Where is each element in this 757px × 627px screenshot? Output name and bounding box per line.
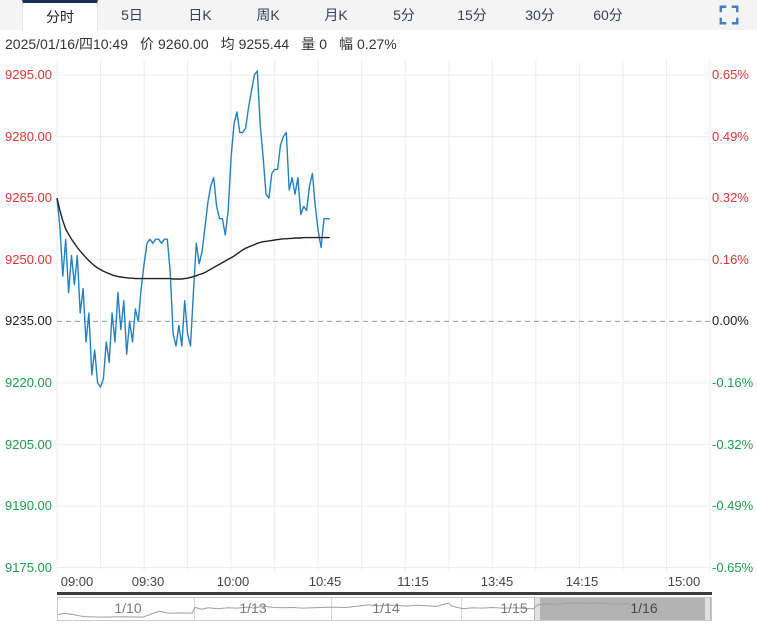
tab-15min[interactable]: 15分 — [457, 7, 487, 23]
y-pct-tick: -0.16% — [712, 375, 754, 390]
x-time-tick: 10:45 — [308, 574, 342, 589]
tab-60min[interactable]: 60分 — [593, 7, 623, 23]
y-price-tick: 9250.00 — [5, 252, 52, 267]
x-time-tick: 09:30 — [131, 574, 165, 589]
x-time-tick: 14:15 — [565, 574, 599, 589]
navigator-day[interactable]: 1/13 — [239, 600, 267, 616]
navigator-top-bar — [57, 592, 712, 595]
x-time-tick: 09:00 — [60, 574, 94, 589]
navigator-right-handle[interactable] — [704, 598, 711, 620]
navigator-divider — [331, 598, 332, 620]
quote-price: 价 9260.00 — [140, 36, 209, 52]
tab-5min[interactable]: 5分 — [393, 7, 415, 23]
y-pct-tick: -0.49% — [712, 498, 754, 513]
y-pct-tick: 0.65% — [712, 67, 749, 82]
navigator-day[interactable]: 1/15 — [500, 600, 528, 616]
y-price-tick: 9175.00 — [5, 560, 52, 575]
y-pct-tick: 0.16% — [712, 252, 749, 267]
y-pct-tick: 0.32% — [712, 190, 749, 205]
x-time-tick: 10:00 — [216, 574, 250, 589]
navigator-day[interactable]: 1/10 — [114, 600, 142, 616]
tab-30min[interactable]: 30分 — [525, 7, 555, 23]
y-price-tick: 9265.00 — [5, 190, 52, 205]
y-pct-tick: 0.49% — [712, 129, 749, 144]
navigator-divider — [461, 598, 462, 620]
tab-daily[interactable]: 日K — [188, 7, 212, 23]
y-price-tick-baseline: 9235.00 — [5, 313, 52, 328]
tab-weekly[interactable]: 周K — [256, 7, 280, 23]
navigator-day-selected[interactable]: 1/16 — [630, 600, 658, 616]
navigator-selected-range[interactable] — [541, 598, 706, 620]
x-time-tick: 15:00 — [667, 574, 701, 589]
y-price-tick: 9190.00 — [5, 498, 52, 513]
y-price-tick: 9205.00 — [5, 437, 52, 452]
x-time-tick: 11:15 — [397, 574, 429, 589]
y-pct-tick: -0.65% — [712, 560, 754, 575]
navigator-sparkline — [58, 602, 630, 618]
y-price-tick: 9280.00 — [5, 129, 52, 144]
date-range-navigator[interactable]: 1/10 1/13 1/14 1/15 1/16 — [57, 597, 712, 621]
y-pct-tick: -0.32% — [712, 437, 754, 452]
navigator-left-handle[interactable] — [534, 598, 541, 620]
tab-monthly[interactable]: 月K — [324, 7, 348, 23]
tab-intraday[interactable]: 分时 — [22, 0, 98, 30]
quote-change: 幅 0.27% — [339, 36, 397, 52]
x-time-tick: 13:45 — [480, 574, 514, 589]
y-price-tick: 9220.00 — [5, 375, 52, 390]
quote-datetime: 2025/01/16/四10:49 — [5, 36, 128, 52]
y-price-tick: 9295.00 — [5, 67, 52, 82]
quote-average: 均 9255.44 — [220, 36, 290, 52]
y-pct-tick-baseline: 0.00% — [712, 313, 749, 328]
price-plot[interactable] — [0, 58, 757, 572]
navigator-day[interactable]: 1/14 — [372, 600, 400, 616]
fullscreen-icon[interactable] — [717, 4, 741, 26]
chart-period-tabbar: 分时 5日 日K 周K 月K 5分 15分 30分 60分 — [0, 0, 757, 31]
tab-5day[interactable]: 5日 — [121, 7, 143, 23]
